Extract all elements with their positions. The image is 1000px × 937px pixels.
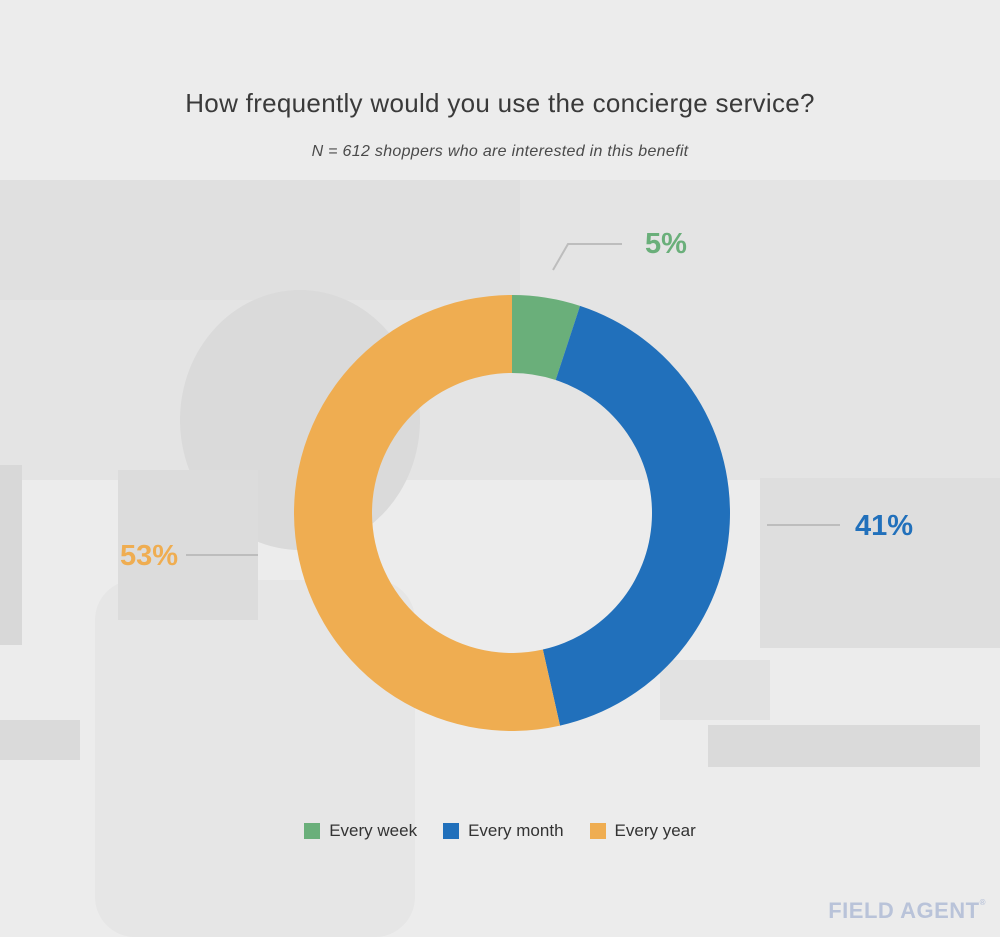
- legend-item-every-week: Every week: [304, 821, 417, 841]
- field-agent-logo: FIELD AGENT®: [828, 898, 986, 924]
- legend-swatch-every-month: [443, 823, 460, 839]
- legend-swatch-every-week: [304, 823, 321, 839]
- data-label-every-month: 41%: [855, 510, 913, 542]
- chart-title: How frequently would you use the concier…: [185, 88, 815, 118]
- legend-item-every-month: Every month: [443, 821, 564, 841]
- legend-label: Every month: [468, 821, 564, 840]
- slice-every-week: [512, 295, 581, 380]
- leader-line-every-week: [552, 243, 622, 271]
- data-label-every-week: 5%: [645, 228, 687, 260]
- legend: Every week Every month Every year: [0, 821, 1000, 841]
- slice-every-year: [293, 295, 561, 732]
- registered-mark: ®: [979, 898, 986, 907]
- legend-swatch-every-year: [589, 823, 606, 839]
- chart-subtitle: N = 612 shoppers who are interested in t…: [311, 143, 689, 160]
- data-label-every-year: 53%: [120, 540, 178, 572]
- legend-label: Every year: [614, 821, 696, 840]
- legend-item-every-year: Every year: [589, 821, 696, 841]
- slice-every-month: [542, 305, 730, 726]
- legend-label: Every week: [329, 821, 418, 840]
- logo-text: FIELD AGENT: [828, 898, 980, 923]
